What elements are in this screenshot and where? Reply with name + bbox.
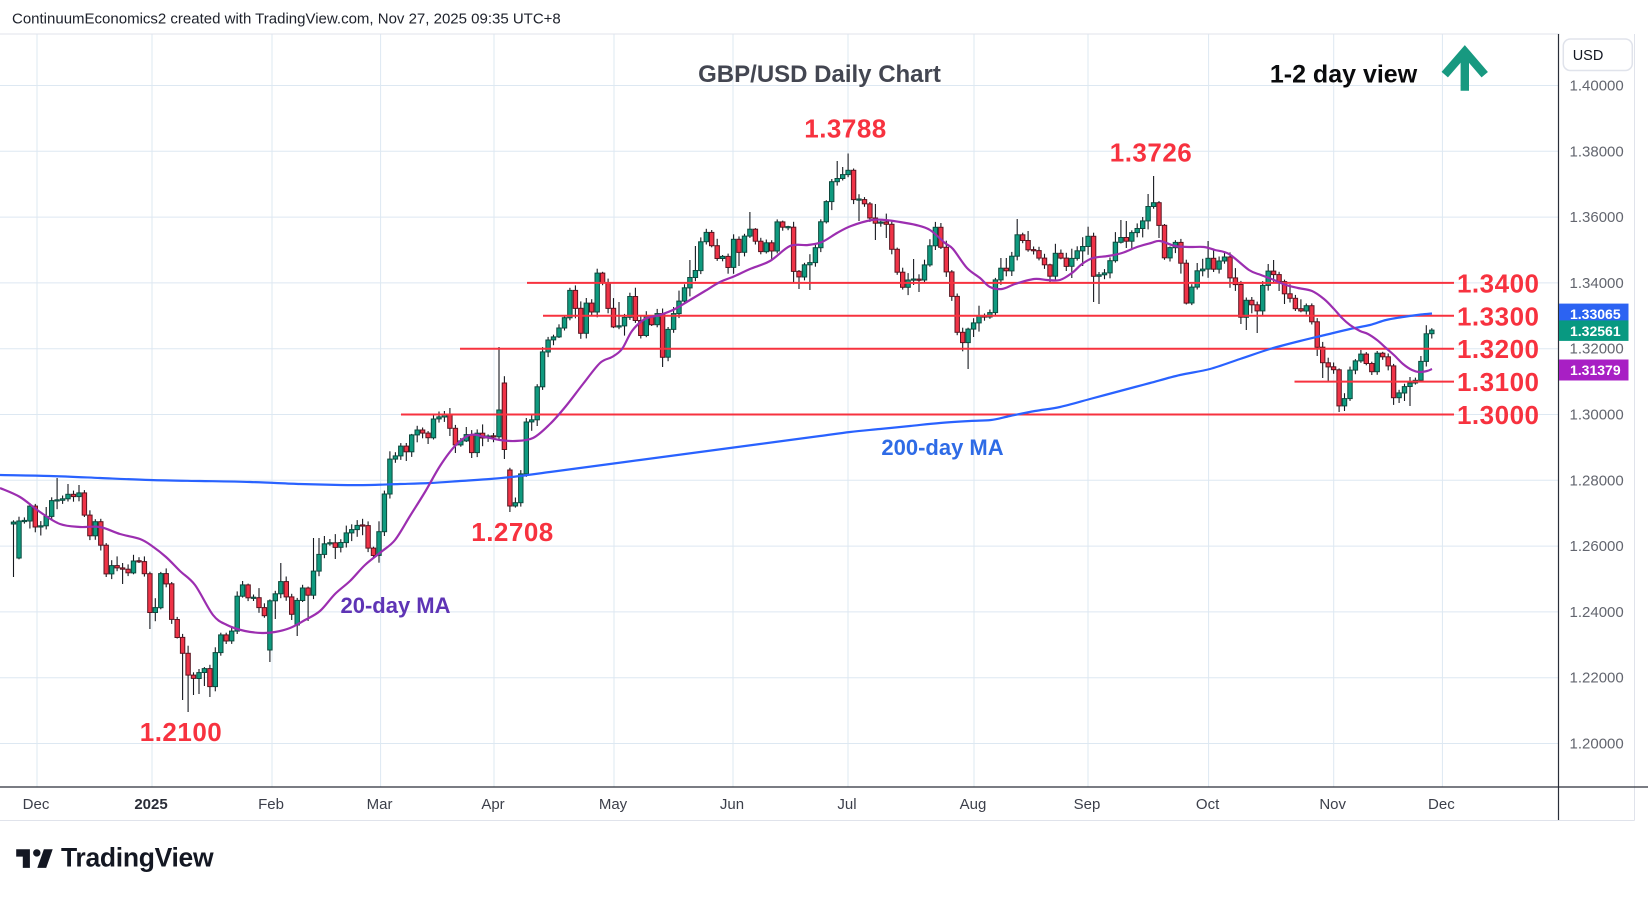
svg-text:1.28000: 1.28000 <box>1570 472 1624 489</box>
svg-text:1.34000: 1.34000 <box>1570 275 1624 292</box>
svg-text:2025: 2025 <box>134 796 167 813</box>
svg-text:1.20000: 1.20000 <box>1570 736 1624 753</box>
svg-text:Nov: Nov <box>1319 796 1346 813</box>
svg-text:1.33065: 1.33065 <box>1570 306 1621 322</box>
svg-text:May: May <box>599 796 628 813</box>
svg-text:Apr: Apr <box>481 796 504 813</box>
svg-text:1.36000: 1.36000 <box>1570 209 1624 226</box>
svg-text:Aug: Aug <box>960 796 987 813</box>
svg-text:1.3300: 1.3300 <box>1457 301 1540 331</box>
svg-text:20-day MA: 20-day MA <box>340 593 450 618</box>
svg-text:1-2 day view: 1-2 day view <box>1270 61 1418 89</box>
svg-text:Dec: Dec <box>23 796 50 813</box>
svg-text:Feb: Feb <box>258 796 284 813</box>
svg-text:Dec: Dec <box>1428 796 1455 813</box>
svg-text:USD: USD <box>1573 48 1604 64</box>
svg-text:Oct: Oct <box>1196 796 1220 813</box>
svg-text:1.24000: 1.24000 <box>1570 604 1624 621</box>
svg-text:1.30000: 1.30000 <box>1570 407 1624 424</box>
svg-text:1.3100: 1.3100 <box>1457 367 1540 397</box>
svg-text:1.2100: 1.2100 <box>140 717 223 747</box>
svg-text:1.38000: 1.38000 <box>1570 143 1624 160</box>
svg-text:1.2708: 1.2708 <box>471 517 554 547</box>
svg-text:Mar: Mar <box>367 796 393 813</box>
svg-text:1.3000: 1.3000 <box>1457 400 1540 430</box>
svg-text:Sep: Sep <box>1074 796 1101 813</box>
svg-text:1.40000: 1.40000 <box>1570 78 1624 95</box>
svg-text:1.26000: 1.26000 <box>1570 538 1624 555</box>
svg-text:1.22000: 1.22000 <box>1570 670 1624 687</box>
svg-text:200-day MA: 200-day MA <box>881 435 1003 460</box>
svg-text:GBP/USD Daily Chart: GBP/USD Daily Chart <box>698 61 941 88</box>
svg-text:Jun: Jun <box>720 796 744 813</box>
svg-text:1.3400: 1.3400 <box>1457 268 1540 298</box>
svg-text:1.3788: 1.3788 <box>804 114 887 144</box>
svg-text:TradingView: TradingView <box>61 843 214 873</box>
svg-text:1.31379: 1.31379 <box>1570 362 1621 378</box>
svg-text:1.3200: 1.3200 <box>1457 334 1540 364</box>
svg-text:Jul: Jul <box>837 796 856 813</box>
svg-text:1.32561: 1.32561 <box>1570 323 1621 339</box>
svg-text:1.32000: 1.32000 <box>1570 341 1624 358</box>
svg-text:ContinuumEconomics2 created wi: ContinuumEconomics2 created with Trading… <box>12 11 561 28</box>
svg-text:1.3726: 1.3726 <box>1110 138 1193 168</box>
